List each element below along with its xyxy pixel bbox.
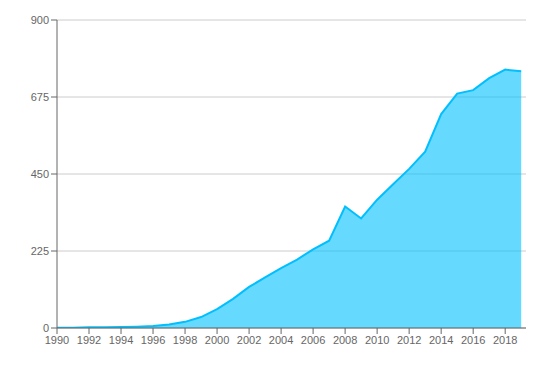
svg-text:1996: 1996 (141, 334, 165, 346)
svg-text:2008: 2008 (333, 334, 357, 346)
svg-text:2018: 2018 (493, 334, 517, 346)
svg-text:225: 225 (31, 245, 49, 257)
svg-text:2014: 2014 (429, 334, 453, 346)
svg-text:675: 675 (31, 91, 49, 103)
svg-text:0: 0 (43, 322, 49, 334)
svg-text:2000: 2000 (205, 334, 229, 346)
svg-text:1998: 1998 (173, 334, 197, 346)
svg-text:2010: 2010 (365, 334, 389, 346)
svg-text:2004: 2004 (269, 334, 293, 346)
svg-text:2002: 2002 (237, 334, 261, 346)
svg-text:450: 450 (31, 168, 49, 180)
svg-text:2006: 2006 (301, 334, 325, 346)
svg-text:900: 900 (31, 14, 49, 26)
svg-text:1994: 1994 (109, 334, 133, 346)
svg-text:2016: 2016 (461, 334, 485, 346)
svg-text:1992: 1992 (77, 334, 101, 346)
svg-text:2012: 2012 (397, 334, 421, 346)
svg-text:1990: 1990 (45, 334, 69, 346)
